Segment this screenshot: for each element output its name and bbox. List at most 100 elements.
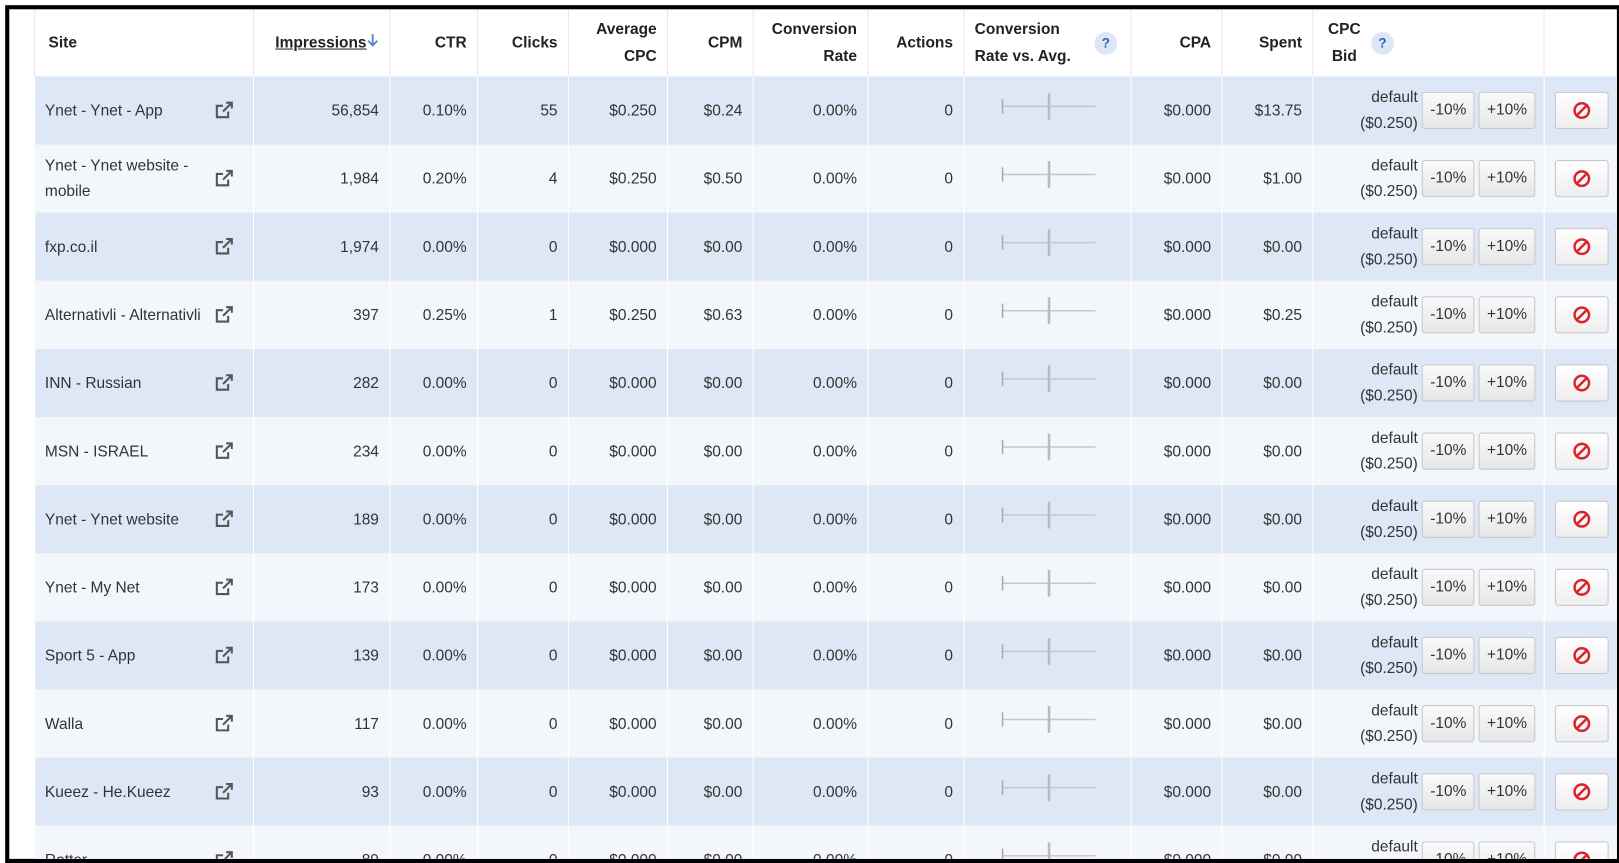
cpc-bid-cell: default ($0.250)-10%+10% — [1312, 348, 1545, 418]
block-site-button[interactable] — [1554, 773, 1609, 811]
decrease-bid-button[interactable]: -10% — [1421, 705, 1475, 743]
increase-bid-button[interactable]: +10% — [1478, 773, 1536, 811]
external-link-icon[interactable] — [214, 577, 235, 598]
block-cell — [1544, 417, 1617, 486]
block-site-button[interactable] — [1554, 228, 1609, 266]
conversion-indicator — [1001, 569, 1096, 597]
external-link-icon[interactable] — [214, 100, 235, 121]
increase-bid-button[interactable]: +10% — [1478, 636, 1536, 675]
cell-avg-cpc: $0.250 — [568, 280, 669, 349]
bid-mode: default — [1371, 565, 1418, 584]
external-link-icon[interactable] — [214, 373, 235, 394]
decrease-bid-button[interactable]: -10% — [1421, 773, 1475, 811]
column-header[interactable]: Impressions — [252, 9, 390, 77]
increase-bid-button[interactable]: +10% — [1478, 705, 1536, 743]
block-site-button[interactable] — [1554, 364, 1609, 402]
help-icon[interactable]: ? — [1371, 31, 1394, 55]
cell-impressions: 139 — [253, 621, 391, 690]
decrease-bid-button[interactable]: -10% — [1421, 228, 1475, 266]
help-icon[interactable]: ? — [1094, 31, 1118, 55]
decrease-bid-button[interactable]: -10% — [1421, 364, 1475, 402]
block-site-button[interactable] — [1554, 160, 1609, 198]
increase-bid-button[interactable]: +10% — [1478, 568, 1536, 606]
conversion-indicator-cell — [963, 621, 1132, 690]
external-link-icon[interactable] — [214, 850, 235, 863]
site-cell: Kueez - He.Kueez — [34, 757, 254, 826]
increase-bid-button[interactable]: +10% — [1478, 296, 1536, 334]
cell-cpa: $0.000 — [1131, 485, 1223, 554]
conversion-indicator — [1001, 774, 1096, 802]
block-cell — [1544, 348, 1617, 418]
site-name: Ynet - My Net — [44, 578, 140, 597]
cell-cpm: $0.24 — [667, 76, 754, 145]
cell-conversion-rate: 0.00% — [753, 825, 869, 859]
site-cell: Sport 5 - App — [34, 621, 254, 690]
block-site-button[interactable] — [1554, 568, 1609, 606]
increase-bid-button[interactable]: +10% — [1478, 228, 1536, 266]
cell-spent: $0.25 — [1221, 280, 1314, 349]
external-link-icon[interactable] — [214, 168, 235, 189]
block-site-button[interactable] — [1554, 636, 1609, 675]
cell-cpa: $0.000 — [1131, 212, 1223, 281]
column-label: CTR — [434, 33, 467, 52]
decrease-bid-button[interactable]: -10% — [1421, 296, 1475, 334]
external-link-icon[interactable] — [214, 645, 235, 666]
conversion-indicator — [1001, 706, 1096, 733]
increase-bid-button[interactable]: +10% — [1478, 500, 1536, 538]
site-name: Ynet - Ynet website - mobile — [44, 156, 189, 201]
external-link-icon[interactable] — [214, 236, 235, 257]
column-label: CPM — [707, 33, 743, 52]
bid-text: default ($0.250) — [1360, 221, 1418, 273]
block-site-button[interactable] — [1554, 500, 1609, 538]
bid-value: ($0.250) — [1360, 387, 1418, 405]
increase-bid-button[interactable]: +10% — [1478, 432, 1536, 470]
block-site-button[interactable] — [1554, 705, 1609, 743]
cell-cpa: $0.000 — [1131, 757, 1223, 826]
cell-ctr: 0.00% — [389, 621, 479, 690]
increase-bid-button[interactable]: +10% — [1478, 91, 1536, 130]
site-cell: fxp.co.il — [34, 212, 254, 281]
increase-bid-button[interactable]: +10% — [1478, 364, 1536, 402]
cell-cpm: $0.00 — [667, 553, 754, 622]
block-site-button[interactable] — [1554, 432, 1609, 470]
decrease-bid-button[interactable]: -10% — [1421, 432, 1475, 470]
block-site-button[interactable] — [1554, 91, 1609, 130]
block-site-button[interactable] — [1554, 296, 1609, 334]
decrease-bid-button[interactable]: -10% — [1421, 568, 1475, 606]
cell-cpm: $0.00 — [667, 757, 754, 826]
conversion-indicator-cell — [963, 485, 1132, 554]
site-cell: Ynet - Ynet website - mobile — [34, 144, 254, 213]
bid-mode: default — [1371, 361, 1418, 379]
cell-actions: 0 — [867, 144, 965, 213]
increase-bid-button[interactable]: +10% — [1478, 160, 1536, 198]
decrease-bid-button[interactable]: -10% — [1421, 160, 1475, 198]
site-box: INN - Russian — [45, 370, 243, 396]
column-header: CPM — [666, 9, 754, 77]
external-link-icon[interactable] — [214, 713, 235, 734]
column-label: Spent — [1258, 33, 1302, 52]
external-link-icon[interactable] — [214, 781, 235, 802]
decrease-bid-button[interactable]: -10% — [1421, 841, 1475, 859]
bid-value: ($0.250) — [1360, 250, 1418, 269]
external-link-icon[interactable] — [214, 305, 235, 326]
column-header: CPC Bid? — [1312, 9, 1545, 77]
cell-cpm: $0.50 — [667, 144, 754, 213]
site-cell: Rotter — [34, 825, 254, 863]
cell-cpa: $0.000 — [1131, 621, 1223, 690]
block-site-button[interactable] — [1554, 841, 1609, 859]
decrease-bid-button[interactable]: -10% — [1421, 91, 1475, 130]
bid-mode: default — [1371, 701, 1418, 720]
cell-actions: 0 — [867, 757, 965, 826]
cell-impressions: 282 — [253, 348, 391, 418]
increase-bid-button[interactable]: +10% — [1478, 841, 1536, 859]
table-frame: Site Impressions CTR Clicks Average CPC CPM Co… — [5, 5, 1619, 863]
block-icon — [1573, 851, 1591, 859]
external-link-icon[interactable] — [214, 509, 235, 530]
cpc-bid-cell: default ($0.250)-10%+10% — [1312, 212, 1545, 281]
cell-conversion-rate: 0.00% — [753, 485, 869, 554]
bid-mode: default — [1371, 633, 1418, 652]
decrease-bid-button[interactable]: -10% — [1421, 636, 1475, 675]
decrease-bid-button[interactable]: -10% — [1421, 500, 1475, 538]
external-link-icon[interactable] — [214, 441, 235, 462]
cell-conversion-rate: 0.00% — [753, 280, 869, 349]
